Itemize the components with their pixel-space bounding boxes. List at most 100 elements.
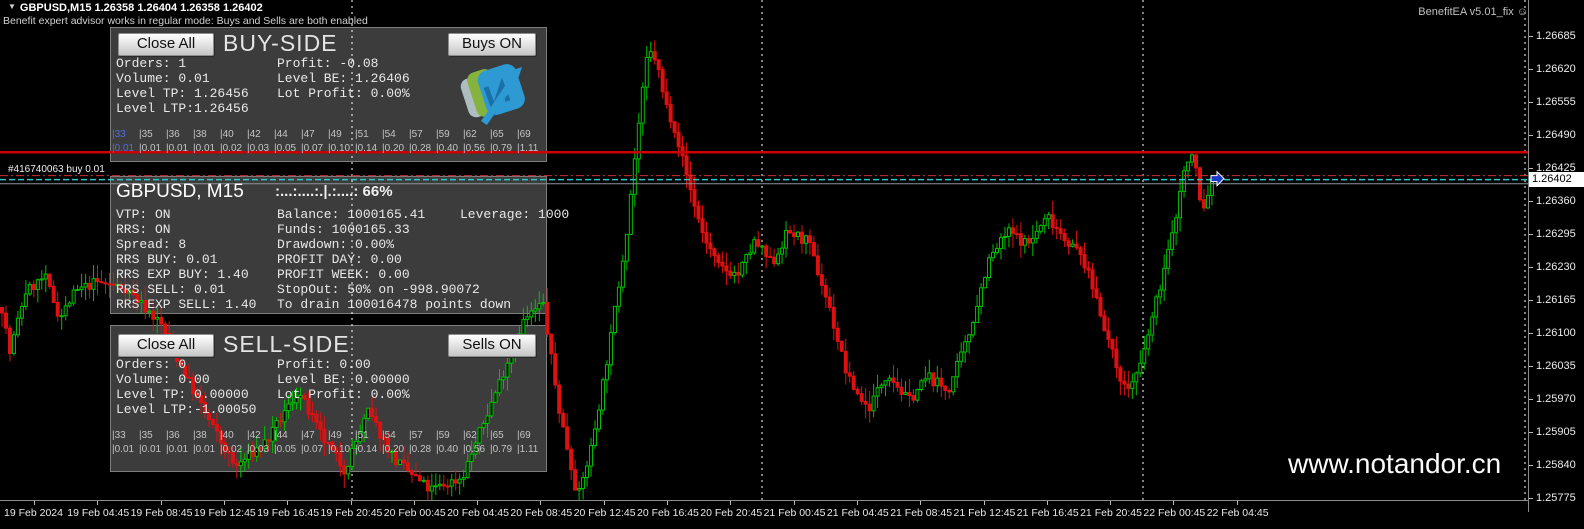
status-vtp-row: VTP: ON: [116, 207, 171, 222]
candle-body: [1142, 348, 1147, 364]
candle-body: [708, 242, 713, 250]
chart-ohlc-title: ▼ GBPUSD,M15 1.26358 1.26404 1.26358 1.26…: [8, 2, 263, 14]
candle-body: [700, 218, 705, 234]
candle-body: [210, 419, 215, 425]
grid-cell: |0.03: [247, 444, 270, 455]
time-tick: [477, 501, 479, 505]
grid-cell: |57: [409, 129, 423, 140]
candle-body: [274, 420, 279, 428]
candle-body: [266, 439, 271, 442]
candle-body: [1118, 367, 1123, 382]
candle-body: [1058, 228, 1063, 235]
time-axis-label: 21 Feb 16:45: [1016, 507, 1079, 519]
price-tick: [1529, 465, 1533, 466]
candle-body: [23, 293, 28, 307]
candle-body: [1110, 338, 1115, 350]
candle-body: [187, 376, 192, 379]
price-axis-label: 1.25840: [1536, 459, 1576, 471]
candle-body: [971, 322, 976, 336]
candle-body: [1090, 269, 1095, 290]
candle-body: [469, 453, 474, 463]
grid-cell: |0.01: [139, 143, 162, 154]
time-tick: [920, 501, 922, 505]
candle-body: [1094, 288, 1099, 299]
candle-body: [1070, 243, 1075, 247]
candle-body: [843, 350, 848, 374]
buys-on-button[interactable]: Buys ON: [448, 33, 536, 56]
candle-body: [608, 332, 613, 366]
candle-body: [736, 271, 741, 276]
time-axis-label: 19 Feb 20:45: [320, 507, 383, 519]
grid-cell: |0.56: [463, 444, 486, 455]
candle-body: [374, 416, 379, 423]
smiley-icon: ☺: [1516, 6, 1528, 18]
candle-body: [1130, 381, 1135, 389]
time-tick: [1173, 501, 1175, 505]
grid-cell: |0.03: [247, 143, 270, 154]
candle-body: [294, 397, 299, 404]
candle-body: [139, 299, 144, 303]
status-progress: :...:....:.|.:....: 66%: [275, 183, 393, 200]
candle-body: [354, 441, 359, 449]
time-tick: [97, 501, 99, 505]
status-rrs-exp-sell-row: RRS EXP SELL: 1.40: [116, 297, 257, 312]
candle-body: [863, 400, 868, 405]
grid-cell: |0.02: [220, 444, 243, 455]
price-axis-label: 1.26165: [1536, 294, 1576, 306]
buy-lot-profit-row: Lot Profit: 0.00%: [277, 86, 410, 101]
candle-body: [772, 256, 777, 265]
grid-cell: |33: [112, 129, 126, 140]
grid-cell: |1.11: [517, 143, 539, 154]
candle-body: [35, 279, 40, 291]
grid-cell: |0.01: [193, 143, 216, 154]
grid-cell: |69: [517, 129, 531, 140]
candle-body: [421, 479, 426, 482]
candle-body: [159, 316, 164, 325]
candle-body: [445, 485, 450, 488]
grid-cell: |0.20: [382, 143, 405, 154]
symbol-dropdown-icon[interactable]: ▼: [8, 2, 16, 11]
candle-body: [1162, 267, 1167, 291]
time-tick: [983, 501, 985, 505]
candle-body: [1086, 267, 1091, 271]
candle-body: [529, 310, 534, 318]
time-axis-label: 21 Feb 20:45: [1080, 507, 1142, 519]
time-axis-label: 21 Feb 12:45: [953, 507, 1016, 519]
candle-body: [115, 283, 120, 286]
candle-body: [648, 51, 653, 58]
status-rrs-sell-row: RRS SELL: 0.01: [116, 282, 226, 297]
candle-body: [1022, 238, 1027, 246]
candlestick-chart[interactable]: [0, 0, 1528, 500]
candle-body: [987, 257, 992, 278]
candle-body: [875, 387, 880, 397]
candle-body: [827, 296, 832, 308]
sell-close-all-button[interactable]: Close All: [118, 334, 214, 357]
grid-cell: |0.02: [220, 143, 243, 154]
candle-body: [561, 412, 566, 428]
time-tick: [1046, 501, 1048, 505]
candle-body: [807, 235, 812, 243]
candle-body: [616, 286, 621, 307]
candle-body: [811, 241, 816, 257]
status-funds-row: Funds: 1000165.33: [277, 222, 410, 237]
grid-cell: |38: [193, 129, 207, 140]
grid-cell: |0.79: [490, 143, 513, 154]
candle-body: [493, 392, 498, 403]
price-axis-label: 1.26360: [1536, 195, 1576, 207]
candle-body: [748, 252, 753, 256]
price-axis-label: 1.26035: [1536, 360, 1576, 372]
status-rrs-exp-buy-row: RRS EXP BUY: 1.40: [116, 267, 249, 282]
time-axis-label: 21 Feb 00:45: [763, 507, 826, 519]
grid-cell: |54: [382, 430, 396, 441]
grid-cell: |40: [220, 430, 234, 441]
candle-body: [358, 431, 363, 443]
sell-profit-row: Profit: 0.00: [277, 357, 371, 372]
candle-body: [1010, 227, 1015, 235]
candle-body: [569, 448, 574, 471]
sells-on-button[interactable]: Sells ON: [448, 334, 536, 357]
grid-cell: |47: [301, 430, 315, 441]
candle-body: [859, 393, 864, 402]
candle-body: [91, 278, 96, 290]
buy-close-all-button[interactable]: Close All: [118, 33, 214, 56]
candle-body: [1062, 233, 1067, 242]
